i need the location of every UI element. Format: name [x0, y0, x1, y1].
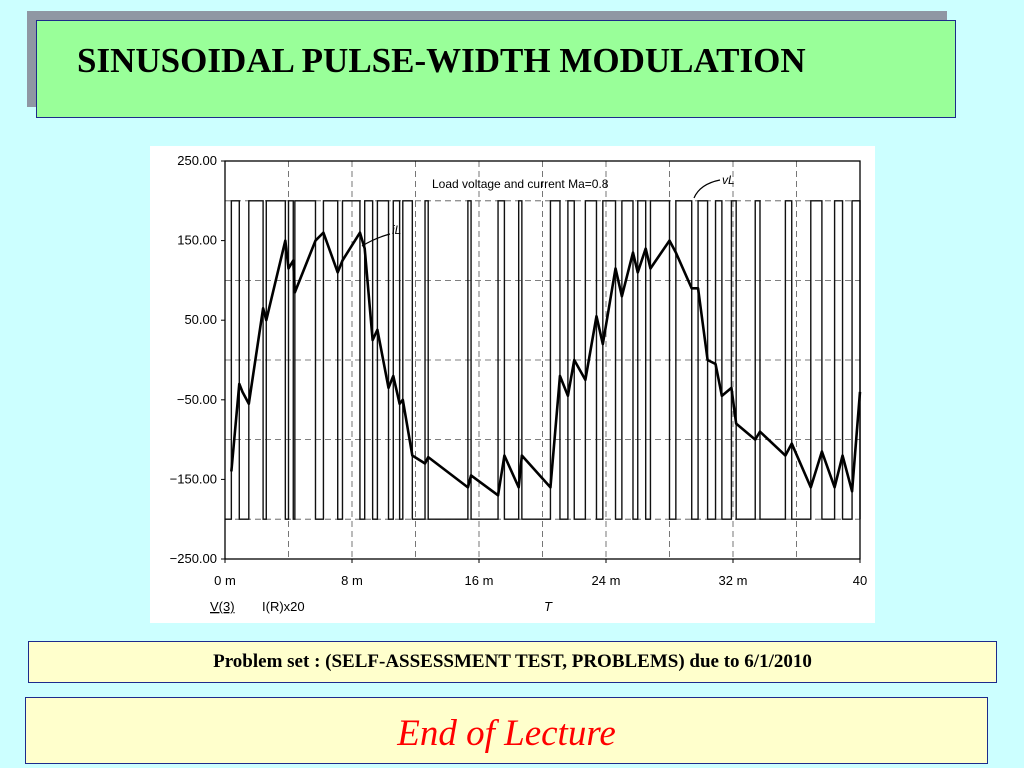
problem-set-text: Problem set : (SELF-ASSESSMENT TEST, PRO… [213, 651, 812, 672]
slide-title: SINUSOIDAL PULSE-WIDTH MODULATION [77, 41, 806, 80]
chart-title: Load voltage and current Ma=0.8 [432, 177, 609, 191]
y-tick-label: 150.00 [177, 233, 217, 248]
end-of-lecture-text: End of Lecture [397, 713, 616, 754]
x-tick-label: 24 m [592, 573, 621, 588]
series-vL [225, 200, 861, 520]
x-tick-label: 16 m [465, 573, 494, 588]
pwm-chart: 250.00 150.00 50.00 −50.00 −150.00 −250.00 0 m… [150, 146, 875, 623]
x-tick-label: 40 [853, 573, 867, 588]
voltage-annotation: vL [722, 173, 735, 187]
legend-current: I(R)x20 [262, 599, 305, 614]
problem-set-box: Problem set : (SELF-ASSESSMENT TEST, PRO… [28, 641, 997, 683]
chart-svg: 250.00 150.00 50.00 −50.00 −150.00 −250.00 0 m… [170, 153, 868, 614]
x-tick-label: 0 m [214, 573, 236, 588]
x-tick-label: 8 m [341, 573, 363, 588]
y-tick-label: 250.00 [177, 153, 217, 168]
series-layer [225, 200, 862, 520]
y-tick-label: −150.00 [170, 471, 217, 486]
y-tick-label: −250.00 [170, 551, 217, 566]
grid-layer [225, 161, 860, 559]
x-axis-label: T [544, 599, 553, 614]
current-annotation: iL [392, 223, 401, 237]
x-tick-label: 32 m [719, 573, 748, 588]
plot-frame [224, 160, 861, 560]
axis-layer: 250.00 150.00 50.00 −50.00 −150.00 −250.00 0 m… [170, 153, 868, 588]
title-box: SINUSOIDAL PULSE-WIDTH MODULATION [36, 20, 956, 118]
series-iL [230, 231, 862, 497]
voltage-annotation-arrow [693, 179, 721, 199]
y-tick-label: 50.00 [184, 312, 217, 327]
legend-voltage: V(3) [210, 599, 235, 614]
current-annotation-arrow [361, 233, 391, 247]
y-tick-label: −50.00 [177, 392, 217, 407]
end-box: End of Lecture [25, 697, 988, 764]
